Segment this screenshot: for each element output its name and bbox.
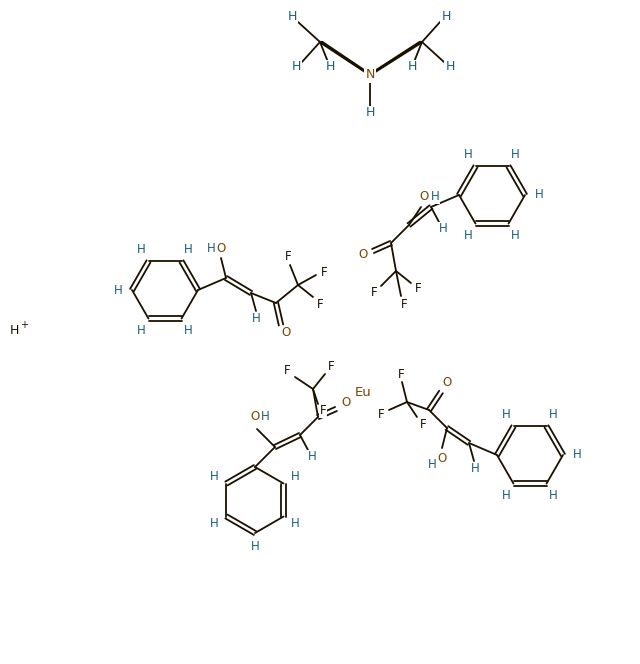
Text: H: H bbox=[502, 408, 511, 421]
Text: H: H bbox=[210, 470, 219, 483]
Text: H: H bbox=[114, 284, 122, 297]
Text: O: O bbox=[282, 327, 291, 339]
Text: H: H bbox=[445, 60, 454, 74]
Text: O: O bbox=[437, 452, 447, 465]
Text: F: F bbox=[328, 361, 334, 373]
Text: F: F bbox=[321, 266, 327, 280]
Text: H: H bbox=[207, 242, 216, 254]
Text: H: H bbox=[251, 540, 259, 554]
Text: F: F bbox=[401, 299, 407, 311]
Text: H: H bbox=[438, 222, 447, 236]
Text: H: H bbox=[260, 410, 269, 424]
Text: H: H bbox=[291, 60, 301, 74]
Text: +: + bbox=[20, 320, 28, 330]
Text: H: H bbox=[291, 470, 300, 483]
Text: H: H bbox=[511, 148, 520, 161]
Text: H: H bbox=[252, 313, 260, 325]
Text: F: F bbox=[320, 404, 326, 418]
Text: H: H bbox=[137, 324, 146, 337]
Text: H: H bbox=[442, 11, 451, 23]
Text: N: N bbox=[365, 68, 374, 82]
Text: Eu: Eu bbox=[355, 386, 371, 398]
Text: F: F bbox=[285, 250, 291, 264]
Text: O: O bbox=[216, 242, 226, 254]
Text: O: O bbox=[442, 376, 452, 388]
Text: O: O bbox=[250, 410, 260, 424]
Text: H: H bbox=[210, 517, 219, 530]
Text: H: H bbox=[470, 463, 479, 475]
Text: F: F bbox=[420, 418, 426, 430]
Text: H: H bbox=[534, 189, 543, 201]
Text: O: O bbox=[419, 191, 429, 203]
Text: H: H bbox=[428, 459, 436, 471]
Text: H: H bbox=[549, 408, 558, 421]
Text: H: H bbox=[573, 448, 581, 461]
Text: H: H bbox=[549, 489, 558, 502]
Text: H: H bbox=[407, 60, 417, 74]
Text: F: F bbox=[397, 367, 404, 380]
Text: F: F bbox=[317, 299, 323, 311]
Text: H: H bbox=[325, 60, 335, 74]
Text: H: H bbox=[184, 243, 193, 256]
Text: O: O bbox=[358, 248, 367, 262]
Text: F: F bbox=[415, 282, 421, 295]
Text: H: H bbox=[431, 191, 440, 203]
Text: F: F bbox=[284, 365, 291, 378]
Text: H: H bbox=[137, 243, 146, 256]
Text: H: H bbox=[464, 148, 473, 161]
Text: F: F bbox=[378, 408, 384, 420]
Text: H: H bbox=[291, 517, 300, 530]
Text: H: H bbox=[10, 323, 19, 337]
Text: O: O bbox=[341, 396, 351, 410]
Text: H: H bbox=[184, 324, 193, 337]
Text: H: H bbox=[365, 106, 374, 120]
Text: H: H bbox=[464, 229, 473, 242]
Text: H: H bbox=[308, 450, 316, 463]
Text: F: F bbox=[371, 286, 378, 299]
Text: H: H bbox=[511, 229, 520, 242]
Text: H: H bbox=[502, 489, 511, 502]
Text: H: H bbox=[287, 11, 297, 23]
